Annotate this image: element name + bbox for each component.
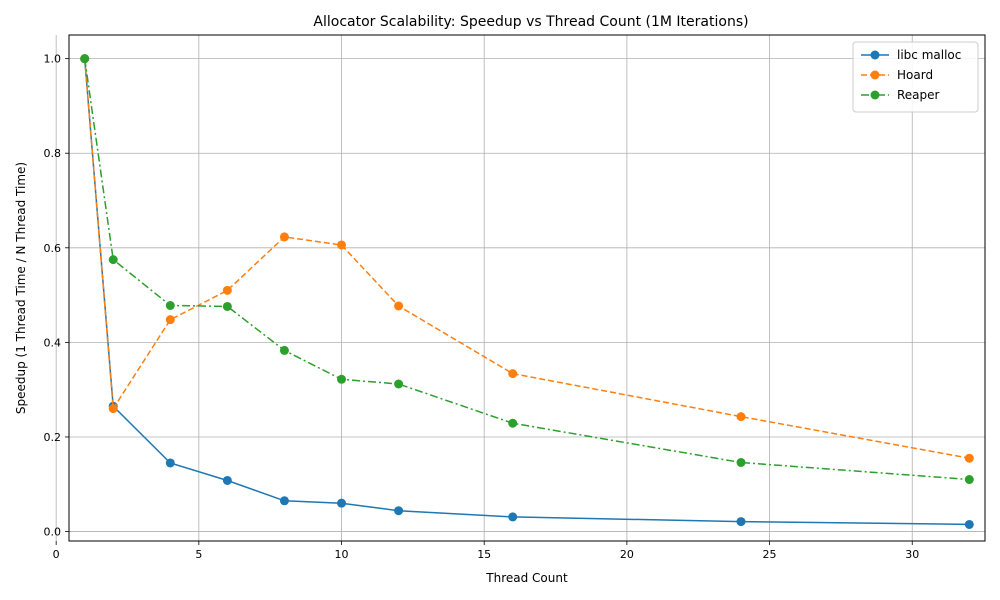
legend-marker (870, 90, 880, 100)
data-point-hoard (736, 412, 746, 422)
legend-item: Reaper (861, 88, 940, 102)
legend: libc malloc Hoard Reaper (852, 41, 979, 113)
data-point-hoard (964, 453, 974, 463)
legend-item: Hoard (861, 68, 933, 82)
data-point-reaper (394, 379, 404, 389)
chart-title: Allocator Scalability: Speedup vs Thread… (313, 14, 748, 30)
data-point-reaper (165, 300, 175, 310)
data-point-libc-malloc (165, 458, 175, 468)
y-tick-label: 0.2 (44, 431, 62, 444)
x-tick-label: 15 (477, 548, 491, 561)
data-point-hoard (508, 369, 518, 379)
x-axis-label: Thread Count (485, 571, 568, 585)
x-tick-label: 20 (620, 548, 634, 561)
data-point-libc-malloc (222, 475, 232, 485)
legend-item: libc malloc (861, 48, 961, 62)
legend-marker (870, 70, 880, 80)
series-layer (80, 54, 974, 529)
data-point-libc-malloc (394, 506, 404, 516)
data-point-reaper (222, 301, 232, 311)
series-line-hoard (83, 58, 970, 459)
data-point-reaper (80, 54, 90, 64)
y-tick-label: 1.0 (44, 53, 62, 66)
y-tick-label: 0.4 (44, 336, 62, 349)
data-point-libc-malloc (964, 519, 974, 529)
data-point-libc-malloc (279, 496, 289, 506)
data-point-reaper (736, 457, 746, 467)
data-point-reaper (337, 374, 347, 384)
series-reaper (80, 54, 974, 485)
y-axis-label: Speedup (1 Thread Time / N Thread Time) (14, 162, 28, 414)
series-libc-malloc (80, 54, 974, 529)
y-axis: 0.0 0.2 0.4 0.6 0.8 1.0 (44, 53, 69, 539)
legend-label: libc malloc (897, 48, 961, 62)
data-point-libc-malloc (508, 512, 518, 522)
data-point-hoard (108, 404, 118, 414)
data-point-libc-malloc (736, 517, 746, 527)
series-line-reaper (83, 58, 970, 481)
y-tick-label: 0.8 (44, 147, 62, 160)
x-tick-label: 10 (335, 548, 349, 561)
data-point-hoard (279, 232, 289, 242)
data-point-hoard (165, 315, 175, 325)
x-tick-label: 5 (195, 548, 202, 561)
data-point-libc-malloc (337, 498, 347, 508)
legend-label: Reaper (897, 88, 940, 102)
x-tick-label: 0 (53, 548, 60, 561)
series-hoard (80, 54, 974, 463)
y-tick-label: 0.0 (44, 526, 62, 539)
data-point-reaper (108, 255, 118, 265)
plot-frame (68, 34, 986, 542)
x-axis: 0 5 10 15 20 25 30 (53, 541, 919, 561)
legend-marker (870, 50, 880, 60)
legend-label: Hoard (897, 68, 933, 82)
data-point-hoard (394, 301, 404, 311)
x-tick-label: 30 (905, 548, 919, 561)
series-line-libc-malloc (83, 58, 970, 526)
y-tick-label: 0.6 (44, 242, 62, 255)
data-point-reaper (508, 418, 518, 428)
x-tick-label: 25 (763, 548, 777, 561)
data-point-reaper (279, 345, 289, 355)
data-point-hoard (337, 240, 347, 250)
data-point-reaper (964, 475, 974, 485)
data-point-hoard (222, 285, 232, 295)
grid (55, 35, 985, 541)
